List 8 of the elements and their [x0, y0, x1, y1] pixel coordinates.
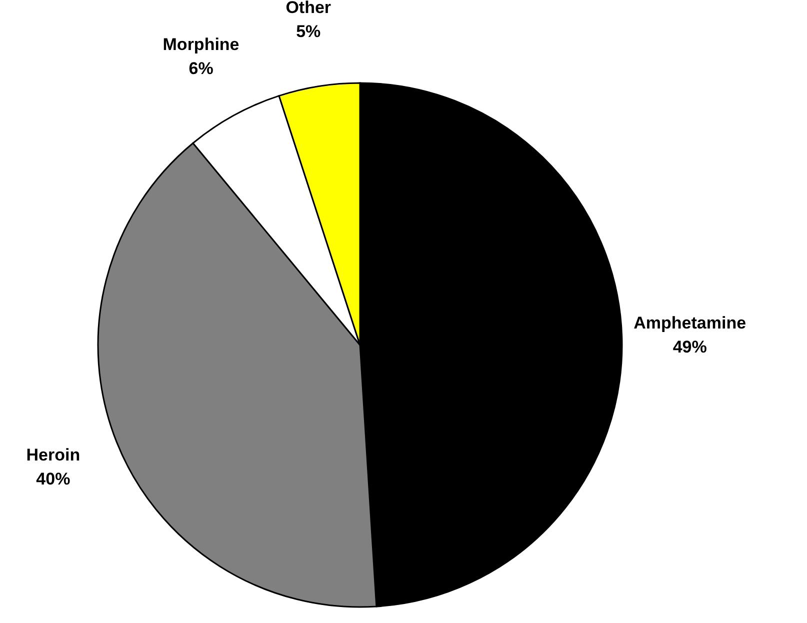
- data-label: 5%: [296, 22, 321, 42]
- slice-label: Morphine: [162, 34, 240, 54]
- data-label: 49%: [672, 338, 707, 357]
- data-label: 40%: [36, 469, 70, 488]
- data-label: 6%: [188, 58, 214, 78]
- slice-label: Heroin: [26, 445, 80, 464]
- slice-label: Other: [286, 0, 332, 18]
- slice-label: Amphetamine: [634, 314, 746, 333]
